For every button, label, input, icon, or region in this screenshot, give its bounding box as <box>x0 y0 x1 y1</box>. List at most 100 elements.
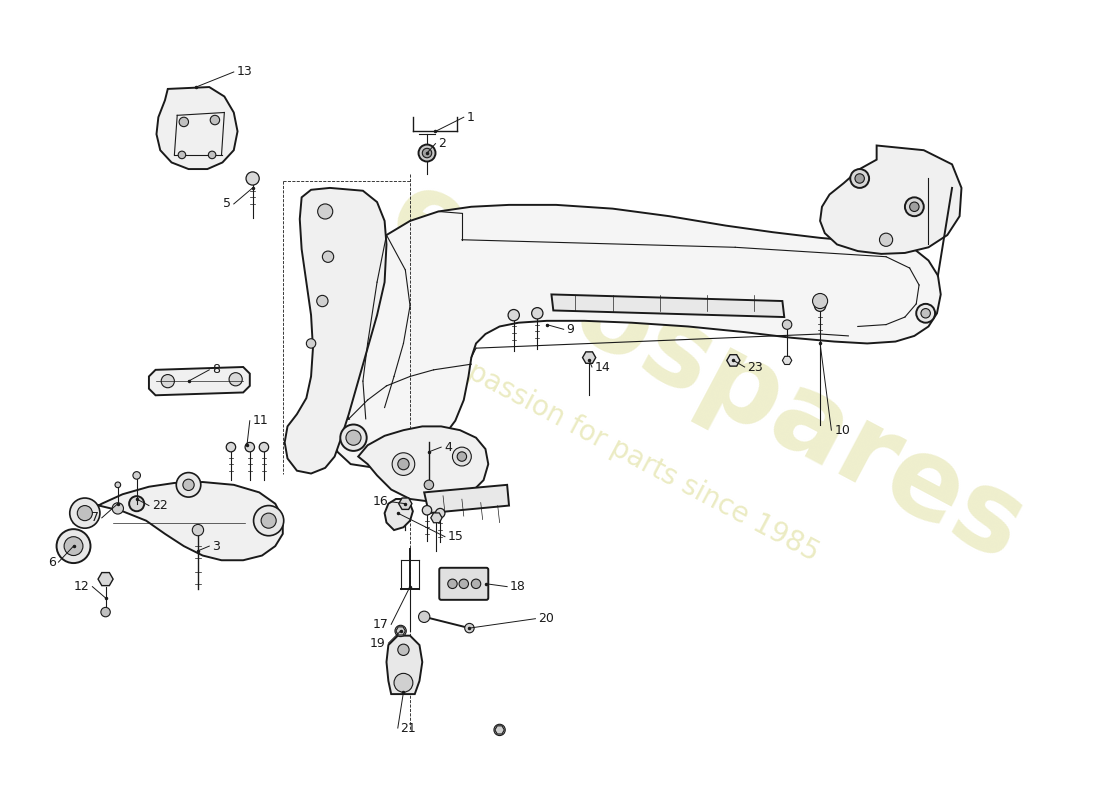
Polygon shape <box>359 426 488 502</box>
Circle shape <box>921 309 931 318</box>
Circle shape <box>425 480 433 490</box>
Text: 15: 15 <box>448 530 463 543</box>
Text: 10: 10 <box>834 424 850 437</box>
Circle shape <box>910 202 920 211</box>
Circle shape <box>458 452 466 462</box>
Circle shape <box>317 295 328 306</box>
Text: 21: 21 <box>400 722 417 734</box>
Polygon shape <box>396 627 405 635</box>
Circle shape <box>178 151 186 158</box>
Circle shape <box>112 502 123 514</box>
Text: 2: 2 <box>438 137 447 150</box>
Circle shape <box>116 482 121 488</box>
Circle shape <box>392 453 415 475</box>
Circle shape <box>179 118 188 126</box>
Text: 6: 6 <box>47 556 56 569</box>
Text: 23: 23 <box>748 361 763 374</box>
Circle shape <box>398 458 409 470</box>
Text: 16: 16 <box>373 495 388 508</box>
Circle shape <box>307 338 316 348</box>
Circle shape <box>101 607 110 617</box>
Circle shape <box>905 198 924 216</box>
Polygon shape <box>386 636 422 694</box>
Circle shape <box>418 611 430 622</box>
Circle shape <box>77 506 92 521</box>
Polygon shape <box>98 573 113 586</box>
Circle shape <box>531 308 543 319</box>
Circle shape <box>340 425 366 451</box>
Text: a passion for parts since 1985: a passion for parts since 1985 <box>440 346 824 567</box>
Text: 20: 20 <box>538 612 554 625</box>
Circle shape <box>855 174 865 183</box>
Circle shape <box>345 430 361 446</box>
Circle shape <box>260 442 268 452</box>
Text: 8: 8 <box>212 363 220 376</box>
Circle shape <box>394 674 412 692</box>
Circle shape <box>418 145 436 162</box>
FancyBboxPatch shape <box>439 568 488 600</box>
Circle shape <box>162 374 175 388</box>
Text: 9: 9 <box>566 323 574 336</box>
Polygon shape <box>285 188 386 474</box>
Circle shape <box>183 479 195 490</box>
Text: 14: 14 <box>595 361 610 374</box>
Text: 7: 7 <box>91 511 99 524</box>
Circle shape <box>916 304 935 322</box>
Polygon shape <box>782 356 792 365</box>
Circle shape <box>464 623 474 633</box>
Text: 19: 19 <box>370 637 385 650</box>
Circle shape <box>436 509 444 518</box>
Text: 22: 22 <box>152 499 167 512</box>
Polygon shape <box>148 367 250 395</box>
Circle shape <box>782 320 792 330</box>
Circle shape <box>176 473 201 497</box>
Polygon shape <box>425 485 509 513</box>
Circle shape <box>318 204 332 219</box>
Circle shape <box>880 233 893 246</box>
Circle shape <box>64 537 82 555</box>
Text: 13: 13 <box>236 66 252 78</box>
Circle shape <box>229 373 242 386</box>
Polygon shape <box>70 482 283 560</box>
Circle shape <box>422 148 431 158</box>
Circle shape <box>227 442 235 452</box>
Circle shape <box>448 579 458 589</box>
Circle shape <box>246 172 260 185</box>
Polygon shape <box>495 726 504 734</box>
Polygon shape <box>583 352 596 363</box>
Polygon shape <box>551 294 784 317</box>
Circle shape <box>422 506 431 515</box>
Circle shape <box>133 472 141 479</box>
Text: 4: 4 <box>444 441 452 454</box>
Polygon shape <box>330 205 940 468</box>
Circle shape <box>814 300 826 311</box>
Circle shape <box>452 447 471 466</box>
Polygon shape <box>385 499 412 530</box>
Circle shape <box>322 251 333 262</box>
Circle shape <box>471 579 481 589</box>
Circle shape <box>459 579 469 589</box>
Circle shape <box>494 724 505 735</box>
Circle shape <box>395 626 406 637</box>
Circle shape <box>210 115 220 125</box>
Polygon shape <box>727 354 740 366</box>
Polygon shape <box>398 498 411 510</box>
Circle shape <box>192 525 204 536</box>
Circle shape <box>254 506 284 536</box>
Circle shape <box>56 529 90 563</box>
Circle shape <box>129 496 144 511</box>
Text: 18: 18 <box>510 580 526 593</box>
Polygon shape <box>431 513 442 522</box>
Circle shape <box>508 310 519 321</box>
Text: 5: 5 <box>223 198 231 210</box>
Circle shape <box>261 513 276 528</box>
Circle shape <box>69 498 100 528</box>
Polygon shape <box>156 87 238 169</box>
Text: 12: 12 <box>74 580 89 593</box>
Text: 17: 17 <box>373 618 388 631</box>
Text: 3: 3 <box>212 540 220 553</box>
Text: eurospares: eurospares <box>372 159 1043 584</box>
Circle shape <box>813 294 827 309</box>
Polygon shape <box>821 146 961 254</box>
Text: 1: 1 <box>466 110 474 124</box>
